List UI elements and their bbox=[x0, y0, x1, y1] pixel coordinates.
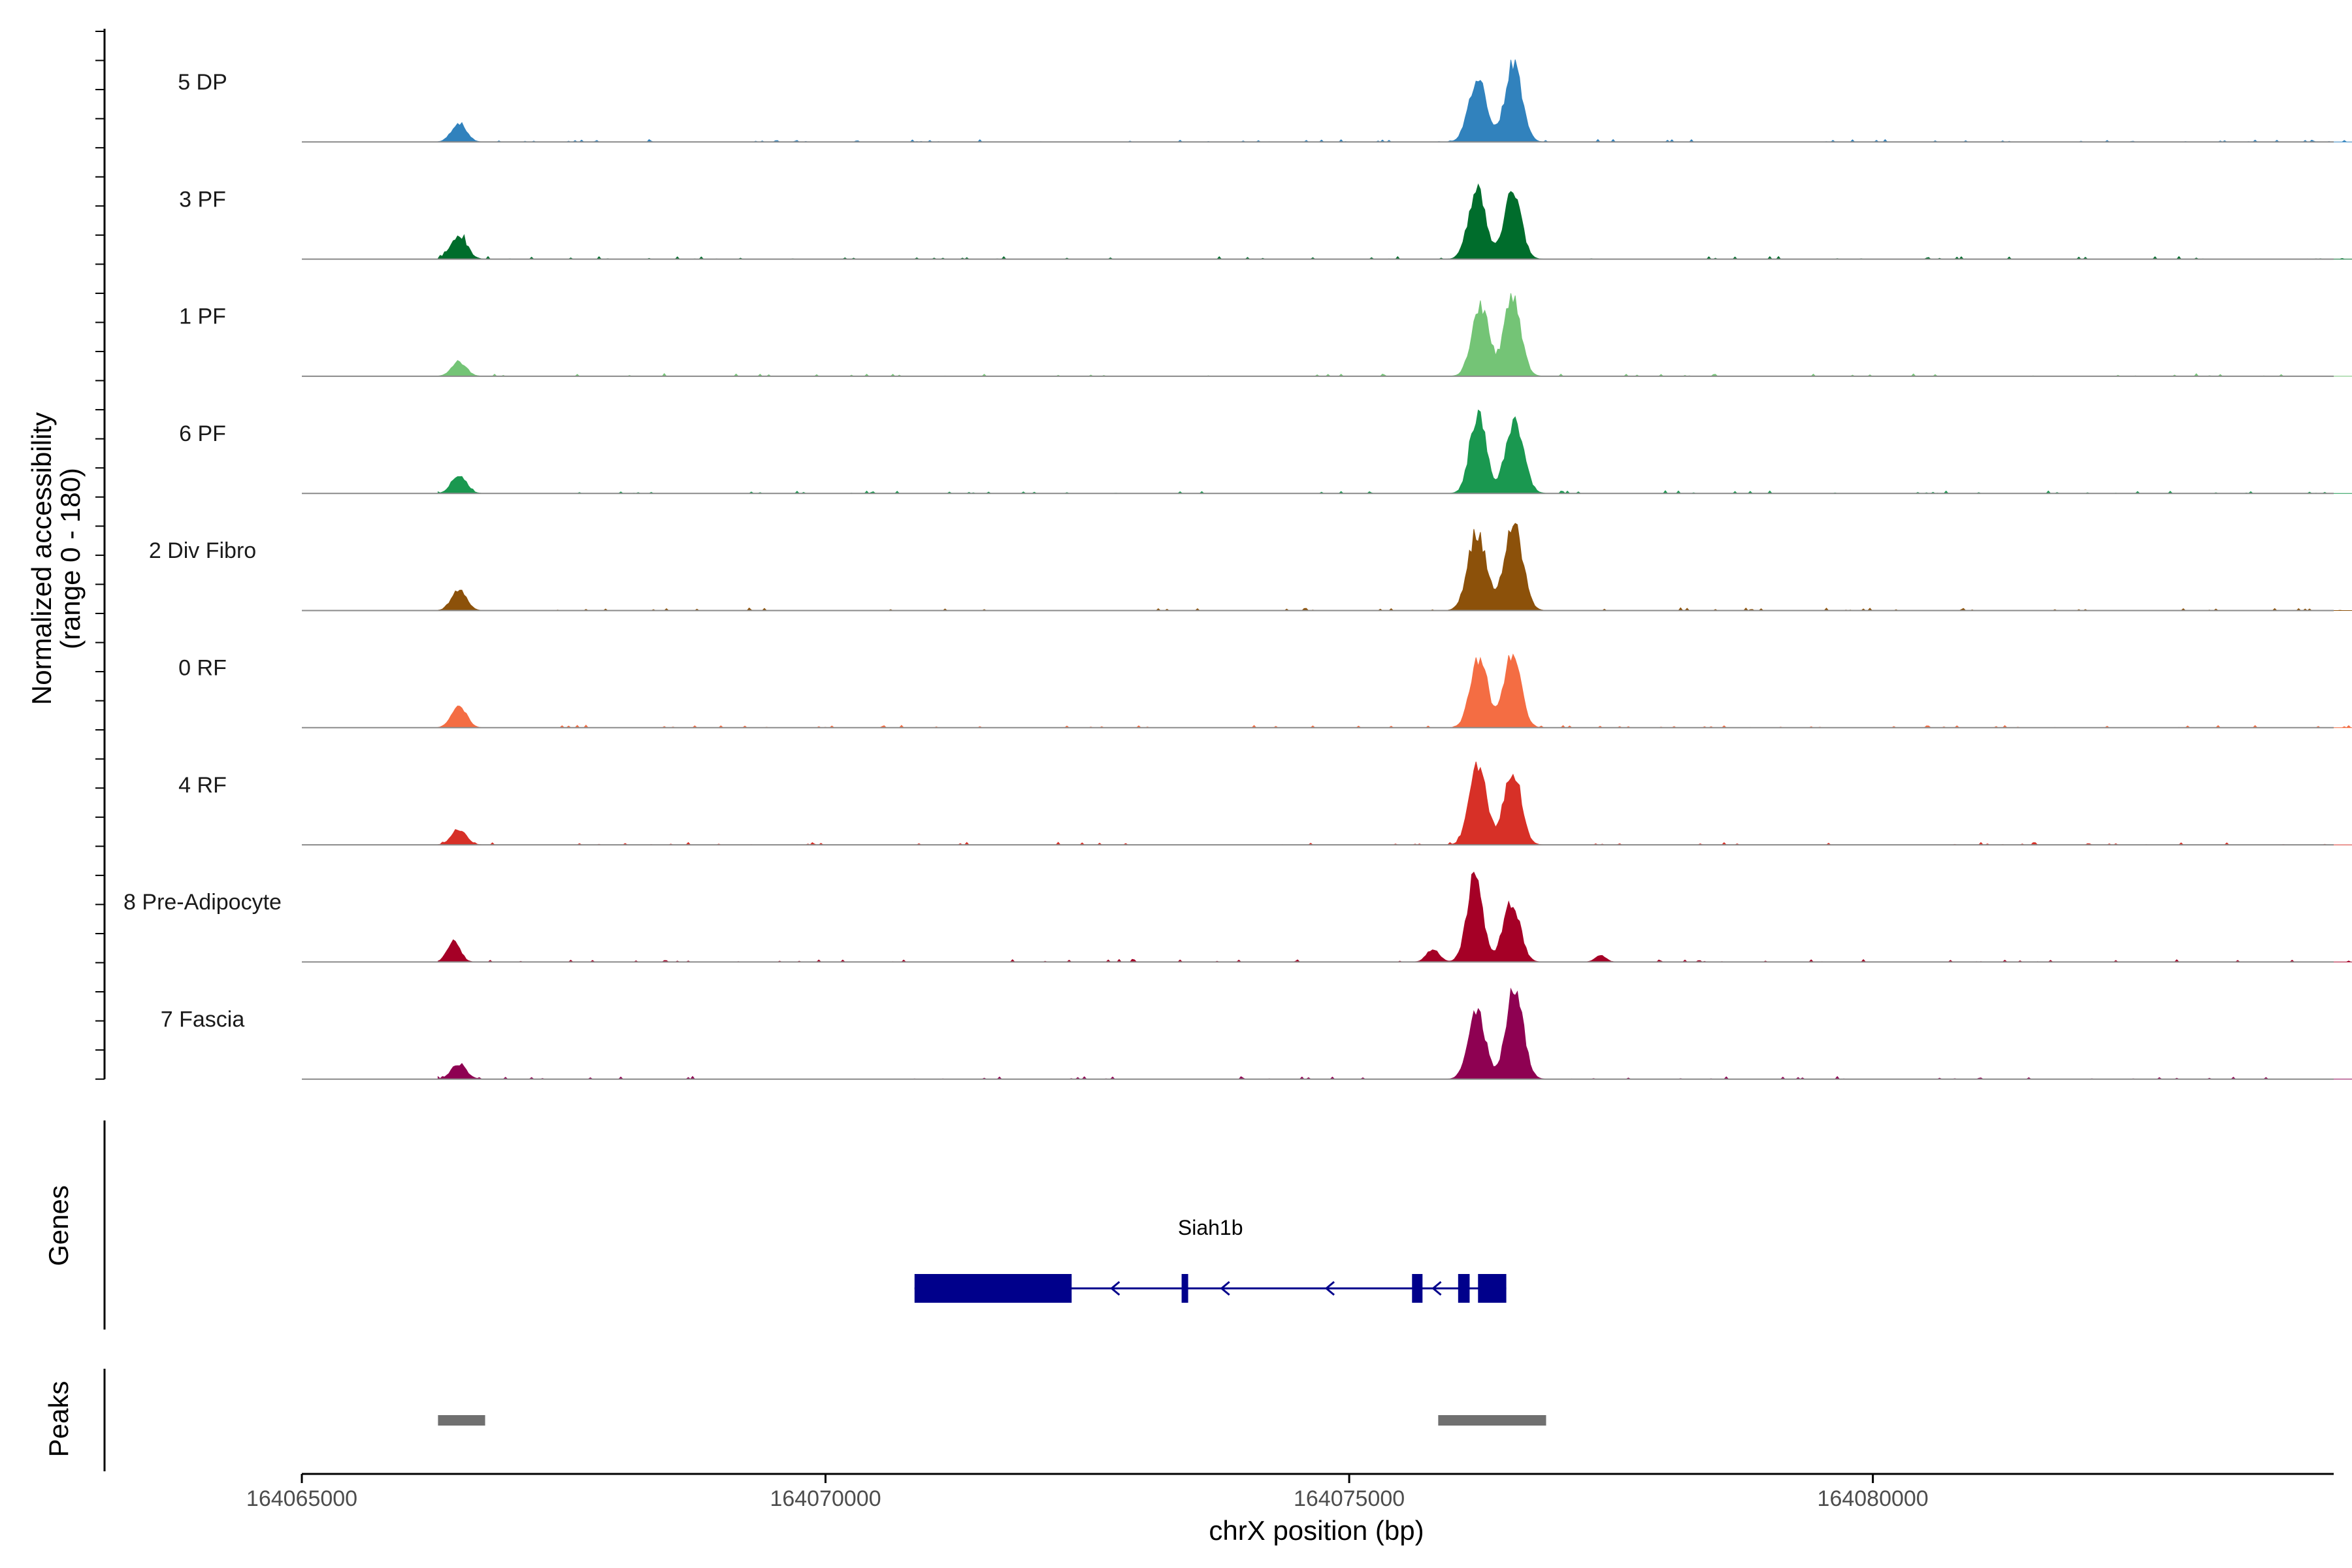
peak-region bbox=[438, 1415, 485, 1426]
x-axis-label: chrX position (bp) bbox=[1209, 1515, 1424, 1546]
track-2-div-fibro: 2 Div Fibro bbox=[149, 523, 2352, 612]
track-5-dp: 5 DP bbox=[178, 59, 2352, 143]
track-label: 3 PF bbox=[179, 187, 226, 212]
coverage-area bbox=[437, 653, 2352, 728]
track-4-rf: 4 RF bbox=[178, 761, 2352, 846]
genes-panel-title: Genes bbox=[43, 1185, 74, 1266]
track-label: 4 RF bbox=[178, 773, 227, 798]
gene-exon bbox=[914, 1274, 1072, 1303]
track-label: 5 DP bbox=[178, 70, 227, 95]
track-7-fascia: 7 Fascia bbox=[161, 987, 2352, 1080]
peaks-panel-title: Peaks bbox=[43, 1381, 74, 1458]
gene-exon bbox=[1181, 1274, 1188, 1303]
track-label: 6 PF bbox=[179, 421, 226, 446]
track-8-pre-adipocyte: 8 Pre-Adipocyte bbox=[123, 872, 2352, 963]
track-label: 7 Fascia bbox=[161, 1007, 245, 1032]
coverage-tracks: 5 DP 3 PF 1 PF 6 PF 2 Div Fibro 0 RF 4 RF 8 Pre… bbox=[95, 29, 2352, 1080]
strand-arrow bbox=[1110, 1281, 1120, 1296]
x-tick-label: 164080000 bbox=[1818, 1486, 1929, 1511]
coverage-area bbox=[437, 409, 2352, 494]
track-1-pf: 1 PF bbox=[179, 293, 2352, 377]
x-tick-label: 164075000 bbox=[1294, 1486, 1405, 1511]
track-0-rf: 0 RF bbox=[178, 653, 2352, 728]
coverage-area bbox=[437, 987, 2352, 1080]
y-axis-label-range: (range 0 - 180) bbox=[55, 468, 86, 649]
gene-siah1b: Siah1b bbox=[914, 1216, 1507, 1303]
gene-exon bbox=[1478, 1274, 1507, 1303]
peak-region bbox=[1438, 1415, 1546, 1426]
coverage-area bbox=[437, 293, 2352, 377]
x-tick-label: 164065000 bbox=[246, 1486, 357, 1511]
gene-exon bbox=[1458, 1274, 1470, 1303]
track-label: 2 Div Fibro bbox=[149, 538, 256, 563]
track-label: 0 RF bbox=[178, 656, 227, 681]
coverage-area bbox=[437, 523, 2352, 612]
gene-label: Siah1b bbox=[1178, 1216, 1243, 1239]
coverage-area bbox=[437, 59, 2352, 142]
coverage-area bbox=[437, 761, 2352, 845]
x-axis: 164065000 164070000 164075000 164080000 bbox=[246, 1473, 2334, 1511]
strand-arrow bbox=[1431, 1281, 1442, 1296]
track-label: 8 Pre-Adipocyte bbox=[123, 890, 282, 915]
strand-arrow bbox=[1324, 1281, 1335, 1296]
y-axis-label: Normalized accessibility bbox=[26, 412, 57, 705]
track-label: 1 PF bbox=[179, 304, 226, 329]
track-3-pf: 3 PF bbox=[179, 183, 2352, 260]
x-tick-label: 164070000 bbox=[770, 1486, 881, 1511]
gene-exon bbox=[1412, 1274, 1423, 1303]
coverage-area bbox=[437, 872, 2352, 962]
peaks-panel bbox=[103, 1369, 1546, 1471]
genes-panel: Siah1b bbox=[103, 1120, 1507, 1330]
coverage-area bbox=[437, 183, 2352, 260]
track-6-pf: 6 PF bbox=[179, 409, 2352, 495]
strand-arrow bbox=[1220, 1281, 1230, 1296]
